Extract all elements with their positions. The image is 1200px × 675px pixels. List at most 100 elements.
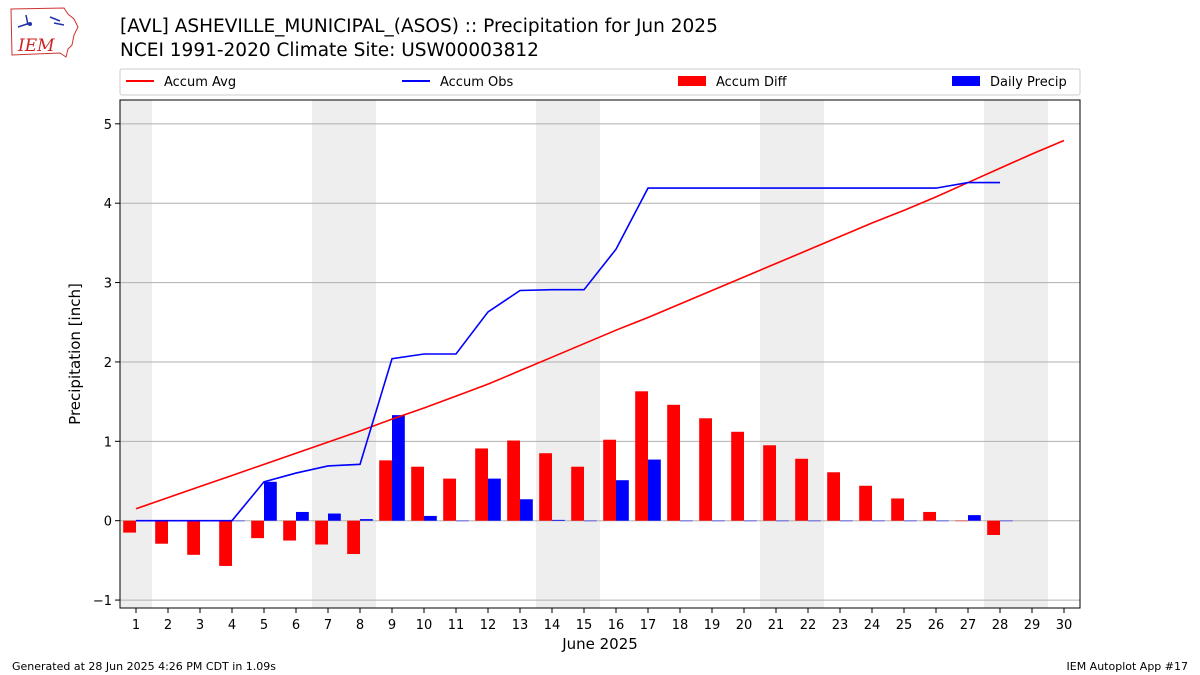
accum-diff-bar-21	[763, 445, 776, 521]
daily-precip-bar-23	[840, 520, 853, 522]
y-tick-label-2: 2	[104, 356, 112, 371]
accum-diff-bar-2	[155, 520, 168, 544]
y-tick-label-4: 4	[104, 197, 112, 212]
x-tick-label-23: 23	[832, 618, 849, 633]
weather-station-icon	[17, 14, 65, 28]
x-tick-label-18: 18	[672, 618, 689, 633]
x-tick-label-2: 2	[164, 618, 172, 633]
accum-diff-bar-18	[667, 404, 680, 521]
x-tick-label-26: 26	[928, 618, 945, 633]
daily-precip-bar-18	[680, 520, 693, 522]
legend-frame	[119, 68, 1081, 96]
accum-obs-line	[136, 181, 1000, 522]
daily-precip-bar-14	[552, 519, 565, 521]
daily-precip-bar-16	[616, 480, 629, 521]
accum-diff-bar-12	[475, 448, 488, 521]
daily-precip-bar-22	[808, 520, 821, 522]
accum-diff-bar-14	[539, 453, 552, 521]
accum-diff-bar-19	[699, 418, 712, 521]
x-tick-label-12: 12	[480, 618, 497, 633]
x-tick-label-20: 20	[736, 618, 753, 633]
accum-diff-bar-5	[251, 520, 264, 539]
daily-precip-bar-17	[648, 459, 661, 521]
iem-logo: IEM	[10, 7, 79, 58]
x-tick-label-14: 14	[544, 618, 561, 633]
x-axis-ticks: 1 2 3 4 5 6 7 8 9 10 11 12 13 14 15 16 17 18 19 20 21 22 23 24 2…	[132, 608, 1072, 633]
x-tick-label-15: 15	[576, 618, 593, 633]
generated-note: Generated at 28 Jun 2025 4:26 PM CDT in …	[12, 660, 277, 673]
daily-precip-bar-28	[1000, 520, 1013, 522]
legend-label-accum-diff: Accum Diff	[716, 75, 788, 90]
accum-diff-bar-24	[859, 485, 872, 521]
daily-precip-bar-25	[904, 520, 917, 522]
x-tick-label-9: 9	[388, 618, 396, 633]
x-tick-label-24: 24	[864, 618, 881, 633]
daily-precip-bar-8	[360, 519, 373, 521]
daily-precip-bar-11	[456, 520, 469, 522]
weekend-band-3	[760, 100, 824, 608]
x-tick-label-4: 4	[228, 618, 236, 633]
legend-swatch-accum-diff	[678, 76, 706, 86]
daily-precip-bar-9	[392, 415, 405, 521]
x-tick-label-16: 16	[608, 618, 625, 633]
accum-diff-bar-26	[923, 511, 936, 521]
daily-precip-bar-19	[712, 520, 725, 522]
iowa-outline-icon	[10, 7, 79, 58]
logo-text: IEM	[17, 36, 55, 56]
y-tick-label-5: 5	[104, 118, 112, 133]
legend-label-accum-obs: Accum Obs	[440, 75, 513, 90]
daily-precip-bar-5	[264, 481, 277, 521]
accum-diff-bar-1	[123, 520, 136, 533]
x-tick-label-19: 19	[704, 618, 721, 633]
accum-diff-bar-11	[443, 478, 456, 521]
accum-diff-bar-25	[891, 498, 904, 521]
x-tick-label-13: 13	[512, 618, 529, 633]
daily-precip-bar-20	[744, 520, 757, 522]
x-tick-label-17: 17	[640, 618, 657, 633]
x-tick-label-22: 22	[800, 618, 817, 633]
daily-precip-bar-13	[520, 499, 533, 521]
x-tick-label-27: 27	[960, 618, 977, 633]
legend: Accum Avg Accum Obs Accum Diff Daily Precip	[119, 68, 1081, 96]
legend-swatch-daily-precip	[952, 76, 980, 86]
accum-diff-bar-16	[603, 439, 616, 521]
y-tick-label--1: −1	[93, 594, 112, 609]
accum-diff-bar-28	[987, 520, 1000, 535]
y-tick-label-3: 3	[104, 277, 112, 292]
plot-frame	[119, 99, 1081, 609]
x-tick-label-6: 6	[292, 618, 300, 633]
accum-diff-bar-8	[347, 520, 360, 555]
x-tick-label-3: 3	[196, 618, 204, 633]
accum-diff-bar-27	[955, 520, 968, 522]
chart-title: [AVL] ASHEVILLE_MUNICIPAL_(ASOS) :: Prec…	[120, 16, 718, 37]
daily-precip-bar-6	[296, 511, 309, 521]
accum-diff-bar-13	[507, 440, 520, 521]
y-axis-ticks: −1 0 1 2 3 4 5	[93, 118, 120, 609]
accum-diff-bar-10	[411, 466, 424, 521]
x-tick-label-29: 29	[1024, 618, 1041, 633]
accum-diff-bar-17	[635, 391, 648, 521]
x-tick-label-8: 8	[356, 618, 364, 633]
daily-precip-bar-24	[872, 520, 885, 522]
accum-avg-line	[135, 139, 1065, 510]
daily-precip-bar-15	[584, 520, 597, 522]
daily-precip-bar-7	[328, 513, 341, 521]
daily-precip-bar-10	[424, 515, 437, 521]
x-tick-label-28: 28	[992, 618, 1009, 633]
accum-diff-bar-23	[827, 472, 840, 521]
accum-diff-bar-22	[795, 458, 808, 521]
weekend-band-2	[536, 100, 600, 608]
x-tick-label-7: 7	[324, 618, 332, 633]
x-tick-label-25: 25	[896, 618, 913, 633]
accum-diff-bar-9	[379, 460, 392, 521]
x-tick-label-10: 10	[416, 618, 433, 633]
bar-marks	[123, 391, 1013, 566]
daily-precip-bar-12	[488, 478, 501, 521]
app-note: IEM Autoplot App #17	[1066, 660, 1189, 673]
x-tick-label-5: 5	[260, 618, 268, 633]
chart-subtitle: NCEI 1991-2020 Climate Site: USW00003812	[120, 40, 539, 61]
accum-diff-bar-15	[571, 466, 584, 521]
x-tick-label-21: 21	[768, 618, 785, 633]
line-series	[135, 139, 1065, 522]
accum-diff-bar-7	[315, 520, 328, 545]
